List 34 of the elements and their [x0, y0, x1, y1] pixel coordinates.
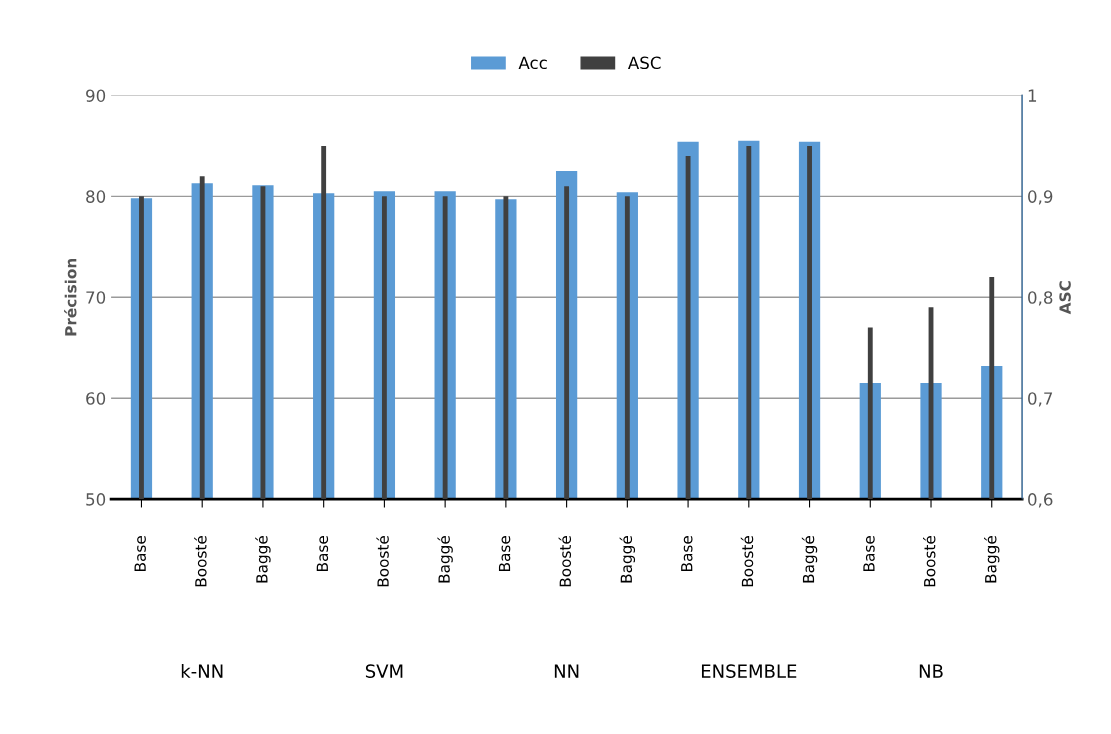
x-tick-label: Boosté	[194, 536, 207, 587]
x-tick-label: Baggé	[984, 536, 1000, 583]
y-tick-label: 60	[86, 392, 106, 405]
y2-tick-label: 0,9	[1028, 190, 1053, 205]
y-tick-label: 80	[86, 190, 106, 203]
x-tick-label: Boosté	[923, 536, 936, 587]
y-tick-label: 50	[86, 493, 106, 506]
text: SVM	[365, 664, 403, 678]
y-axis-title: Précision	[64, 258, 77, 336]
y2-axis-title: ASC	[1059, 281, 1071, 315]
text: NB	[919, 664, 943, 678]
y-tick-label: 70	[86, 291, 106, 304]
text: NN	[554, 664, 579, 678]
x-tick-label: Boosté	[558, 536, 572, 587]
x-tick-label: Base	[134, 536, 146, 571]
x-tick-label: Base	[316, 536, 329, 571]
y2-tick-label: 0,8	[1028, 291, 1053, 306]
legend-label: ASC	[627, 56, 661, 70]
x-tick-label: Baggé	[619, 536, 636, 583]
x-tick-label: Baggé	[801, 536, 818, 583]
x-tick-label: Base	[498, 536, 511, 571]
legend-label: Acc	[518, 56, 547, 70]
y2-tick-label: 0,6	[1028, 493, 1053, 508]
y2-tick-label: 0,7	[1028, 392, 1053, 407]
x-tick-label: Baggé	[437, 536, 453, 583]
x-tick-label: Base	[681, 536, 693, 571]
y2-tick-label: 1	[1028, 89, 1037, 102]
x-tick-label: Boosté	[740, 536, 754, 587]
x-tick-label: Base	[863, 536, 875, 571]
text: k-NN	[181, 663, 223, 678]
x-tick-label: Boosté	[376, 536, 389, 587]
text: ENSEMBLE	[701, 664, 797, 678]
y-tick-label: 90	[86, 89, 106, 102]
x-tick-label: Baggé	[255, 536, 271, 583]
